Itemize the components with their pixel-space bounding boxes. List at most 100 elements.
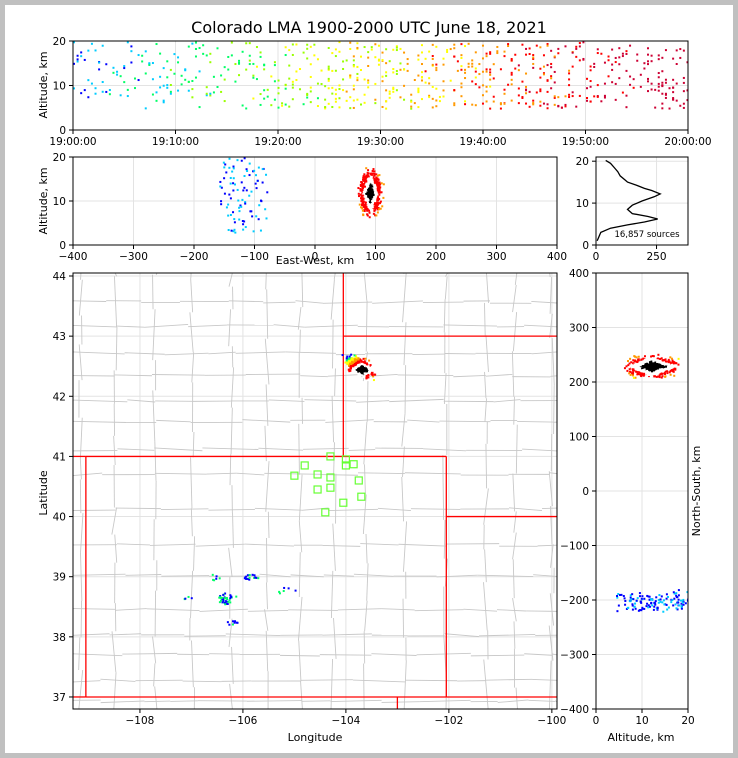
county-line xyxy=(463,608,498,612)
plan-view-source-point xyxy=(349,360,352,363)
time-height-source-point xyxy=(212,91,215,94)
east-west-source-point xyxy=(362,176,365,179)
time-height-source-point xyxy=(87,49,90,52)
north-south-source-point xyxy=(654,357,657,360)
east-west-source-point xyxy=(230,229,233,232)
plan-view-source-point xyxy=(367,367,370,370)
county-line xyxy=(483,582,488,631)
county-line xyxy=(443,373,447,405)
east-west-source-point xyxy=(370,175,373,178)
north-south-source-point xyxy=(616,610,619,613)
time-height-source-point xyxy=(381,105,384,108)
time-height-source-point xyxy=(503,92,506,95)
east-west-source-point xyxy=(229,176,232,179)
county-line xyxy=(299,329,301,353)
county-line xyxy=(532,678,557,681)
north-south-source-point xyxy=(651,364,654,367)
time-height-source-point xyxy=(596,84,599,87)
time-height-source-point xyxy=(442,63,445,66)
plan-view-source-point xyxy=(352,370,355,373)
east-west-source-point xyxy=(376,180,379,183)
north-south-source-point xyxy=(658,363,661,366)
east-west-source-point xyxy=(372,207,375,210)
time-height-source-point xyxy=(227,68,230,71)
time-height-source-point xyxy=(442,95,445,98)
plan-view-source-point xyxy=(370,373,373,376)
time-height-source-point xyxy=(675,49,678,52)
time-height-source-point xyxy=(327,79,330,82)
time-height-source-point xyxy=(169,92,172,95)
plan-view-source-point xyxy=(359,367,362,370)
time-height-source-point xyxy=(557,47,560,50)
north-south-source-point xyxy=(623,367,626,370)
east-west-source-point xyxy=(365,187,368,190)
county-line xyxy=(298,520,303,553)
plan-view-source-point xyxy=(227,600,230,603)
east-west-source-point xyxy=(225,206,228,209)
north-south-source-point xyxy=(652,359,655,362)
east-west-source-point xyxy=(369,172,372,175)
north-south-source-point xyxy=(648,366,651,369)
time-height-source-point xyxy=(589,65,592,68)
county-line xyxy=(190,570,194,619)
east-west-source-point xyxy=(364,206,367,209)
station-marker xyxy=(290,471,299,480)
east-west-source-point xyxy=(364,203,367,206)
plan-view-source-point xyxy=(346,361,349,364)
county-line xyxy=(297,596,303,641)
north-south-source-point xyxy=(660,357,663,360)
time-height-source-point xyxy=(349,74,352,77)
east-west-source-point xyxy=(362,205,365,208)
time-height-source-point xyxy=(474,70,477,73)
county-line xyxy=(352,679,406,683)
east-west-source-point xyxy=(378,185,381,188)
time-height-source-point xyxy=(514,53,517,56)
time-height-source-point xyxy=(546,103,549,106)
time-height-source-point xyxy=(431,63,434,66)
time-height-source-point xyxy=(105,90,108,93)
east-west-source-point xyxy=(365,197,368,200)
north-south-source-point xyxy=(649,372,652,375)
time-height-source-point xyxy=(496,50,499,53)
time-height-source-point xyxy=(133,87,136,90)
time-height-source-point xyxy=(277,86,280,89)
east-west-source-point xyxy=(366,214,369,217)
time-height-source-point xyxy=(614,98,617,101)
time-height-source-point xyxy=(453,89,456,92)
time-height-source-point xyxy=(657,82,660,85)
county-line xyxy=(230,407,233,455)
time-height-source-point xyxy=(507,83,510,86)
county-line xyxy=(152,309,156,361)
county-line xyxy=(151,374,205,376)
east-west-source-point xyxy=(238,206,241,209)
time-height-source-point xyxy=(525,89,528,92)
north-south-source-point xyxy=(639,364,642,367)
plan-view-source-point xyxy=(356,367,359,370)
time-height-source-point xyxy=(349,107,352,110)
east-west-source-point xyxy=(366,188,369,191)
north-south-source-point xyxy=(671,369,674,372)
east-west-source-point xyxy=(370,174,373,177)
plan-view-source-point xyxy=(294,589,297,592)
plan-view-source-point xyxy=(253,574,256,577)
north-south-source-point xyxy=(678,604,681,607)
plan-view-source-point xyxy=(345,359,348,362)
county-line xyxy=(266,289,269,339)
time-height-source-point xyxy=(517,94,520,97)
north-south-ylabel: North-South, km xyxy=(690,446,703,537)
lma-stations xyxy=(290,452,366,517)
time-height-source-point xyxy=(234,80,237,83)
plan-view-source-point xyxy=(357,357,360,360)
county-line xyxy=(273,324,305,328)
time-height-source-point xyxy=(291,53,294,56)
time-height-source-point xyxy=(381,80,384,83)
north-south-source-point xyxy=(656,360,659,363)
time-height-source-point xyxy=(657,89,660,92)
county-line xyxy=(423,448,467,452)
east-west-source-point xyxy=(373,198,376,201)
north-south-source-point xyxy=(657,598,660,601)
east-west-source-point xyxy=(373,195,376,198)
east-west-source-point xyxy=(363,198,366,201)
east-west-source-point xyxy=(377,178,380,181)
